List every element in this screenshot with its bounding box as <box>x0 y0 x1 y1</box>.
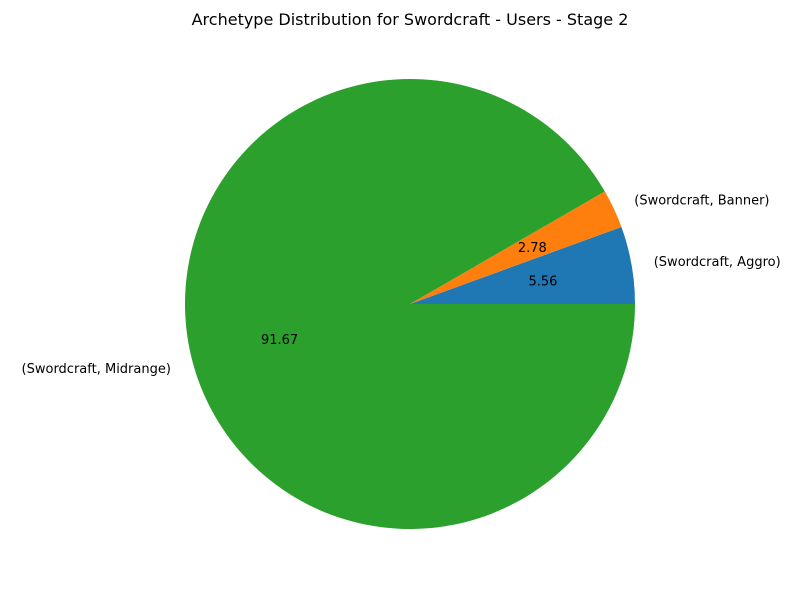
chart-title: Archetype Distribution for Swordcraft - … <box>192 10 629 29</box>
slice-label-2: (Swordcraft, Midrange) <box>22 362 171 377</box>
slice-label-1: (Swordcraft, Banner) <box>634 193 769 208</box>
slice-label-0: (Swordcraft, Aggro) <box>654 255 781 270</box>
pie-labels: (Swordcraft, Aggro) 5.56 (Swordcraft, Bann… <box>22 193 781 377</box>
pie-slice-2 <box>184 78 635 529</box>
pie-slices <box>184 78 635 529</box>
pie-slice-1 <box>410 191 622 304</box>
slice-value-2: 91.67 <box>261 333 298 348</box>
slice-value-0: 5.56 <box>528 275 557 290</box>
pie-slice-0 <box>410 226 635 304</box>
slice-value-1: 2.78 <box>518 241 547 256</box>
